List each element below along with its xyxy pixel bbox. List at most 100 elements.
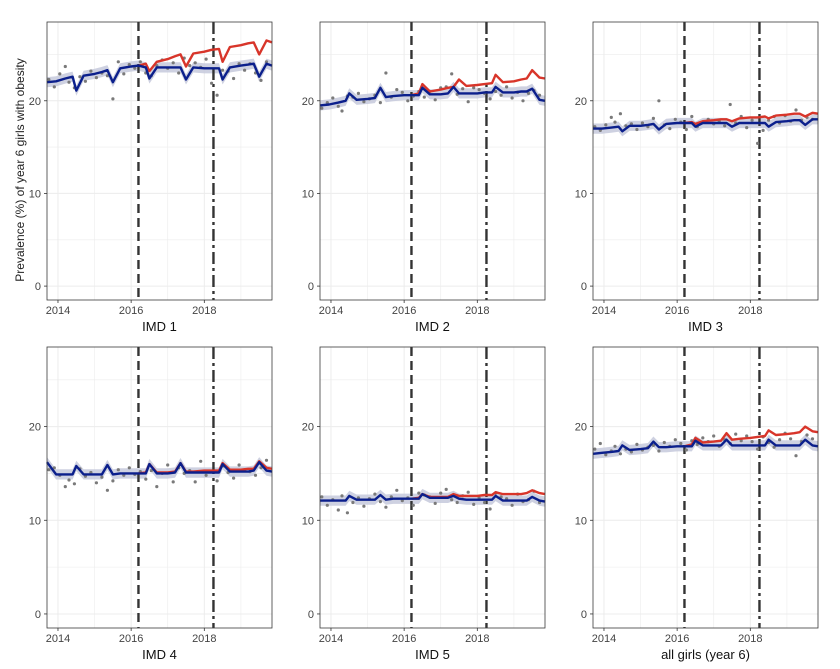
observed-point (455, 500, 459, 505)
counterfactual-series-line (319, 85, 546, 107)
observed-point (772, 445, 776, 449)
observed-point (100, 475, 104, 479)
panel-background (320, 347, 545, 628)
observed-point (433, 98, 437, 102)
observed-point (395, 488, 399, 492)
observed-point (745, 434, 749, 438)
x-tick-label: 2018 (738, 305, 762, 317)
observed-point (604, 123, 608, 127)
observed-point (690, 114, 694, 119)
observed-point (188, 64, 192, 68)
observed-point (204, 57, 208, 61)
observed-point (320, 495, 324, 499)
x-tick-label: 2018 (738, 633, 762, 645)
observed-point (155, 485, 159, 489)
observed-point (712, 434, 716, 438)
observed-point (609, 115, 613, 119)
observed-point (253, 473, 258, 477)
observed-point (127, 466, 131, 470)
x-tick-label: 2018 (192, 305, 216, 317)
observed-point (340, 494, 344, 498)
observed-point (166, 463, 170, 467)
observed-point (651, 116, 656, 120)
observed-point (613, 120, 617, 124)
observed-point (488, 507, 492, 511)
panel-border (592, 346, 819, 629)
y-axis-label: Prevalence (%) of year 6 girls with obes… (13, 58, 27, 281)
observed-point (373, 492, 377, 496)
y-tick-label: 0 (581, 609, 587, 621)
observed-point (259, 78, 263, 82)
panel-background (593, 347, 818, 628)
observed-point (138, 60, 142, 64)
panel-border (319, 21, 546, 301)
y-tick-label: 20 (302, 422, 314, 434)
observed-point (750, 118, 754, 122)
observed-point (94, 481, 98, 485)
y-tick-label: 10 (575, 515, 587, 527)
y-tick-label: 10 (29, 515, 41, 527)
counterfactual-series-line (593, 118, 818, 133)
panel-title: IMD 4 (142, 647, 177, 662)
observed-point (52, 466, 56, 470)
observed-point (336, 508, 340, 512)
observed-point (477, 88, 481, 92)
panel-border (319, 346, 546, 629)
x-tick-label: 2018 (465, 305, 489, 317)
observed-point (521, 99, 525, 103)
y-tick-label: 10 (29, 188, 41, 200)
observed-point (47, 77, 51, 82)
observed-point (336, 104, 340, 108)
observed-point (331, 96, 335, 100)
observed-point (362, 504, 366, 508)
counterfactual-series-line (46, 461, 273, 476)
observed-point (111, 479, 115, 483)
panel-title: IMD 3 (688, 319, 723, 334)
panel-title: IMD 1 (142, 319, 177, 334)
observed-point (673, 117, 677, 121)
observed-point (105, 488, 109, 492)
y-tick-label: 0 (308, 609, 314, 621)
observed-point (417, 491, 421, 495)
y-tick-label: 20 (29, 96, 41, 108)
observed-point (635, 442, 639, 446)
x-tick-label: 2014 (592, 633, 616, 645)
observed-point (657, 449, 661, 453)
observed-point (89, 69, 93, 73)
y-tick-label: 20 (29, 422, 41, 434)
observed-point (199, 459, 203, 463)
panel-background (47, 347, 272, 628)
y-tick-label: 20 (575, 422, 587, 434)
grid (593, 22, 818, 300)
observed-point (116, 60, 120, 64)
y-tick-label: 0 (35, 609, 41, 621)
observed-point (510, 503, 514, 507)
observed-point (466, 100, 470, 104)
observed-point (78, 75, 82, 79)
confidence-band (593, 114, 818, 137)
observed-point (439, 491, 443, 495)
observed-point (794, 454, 798, 458)
y-tick-label: 0 (308, 281, 314, 293)
x-tick-label: 2014 (592, 305, 616, 317)
y-tick-label: 0 (35, 281, 41, 293)
y-tick-label: 20 (302, 96, 314, 108)
observed-point (505, 85, 509, 89)
counterfactual-series-line (46, 62, 273, 92)
observed-point (728, 102, 732, 107)
observed-point (761, 128, 765, 132)
panel-1: 0 10 20 2014 2016 2018 IMD 1 (29, 21, 273, 334)
observed-point (635, 127, 639, 132)
observed-point (494, 89, 498, 94)
observed-point (723, 124, 727, 128)
observed-point (789, 437, 793, 441)
grid (47, 347, 272, 628)
counterfactual-series-line (592, 438, 819, 455)
panel-2: 0 10 20 2014 2016 2018 IMD 2 (302, 21, 546, 334)
observed-point (488, 97, 492, 101)
observed-point (510, 96, 514, 100)
observed-point (149, 469, 153, 473)
observed-point (67, 80, 71, 84)
observed-point (657, 99, 661, 103)
panel-4: 0 10 20 2014 2016 2018 IMD 4 (29, 346, 273, 662)
